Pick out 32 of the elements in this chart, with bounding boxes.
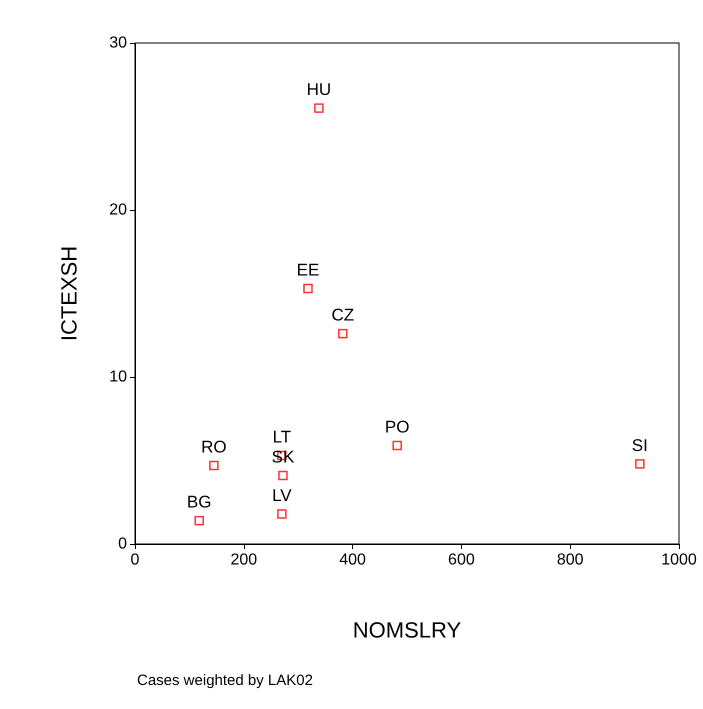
- point: [338, 328, 348, 338]
- annotation: SI: [632, 436, 648, 455]
- point: [278, 470, 288, 480]
- y-tick-label: 30: [109, 34, 128, 52]
- point: [635, 459, 645, 469]
- x-tick-label: 1000: [661, 552, 697, 568]
- text: Cases weighted by LAK02: [137, 672, 313, 689]
- x-tick-label: 200: [230, 552, 258, 568]
- x-axis-title: NOMSLRY: [352, 618, 462, 642]
- y-tick-label: 0: [118, 536, 128, 552]
- point: [314, 103, 324, 113]
- annotation: EE: [296, 260, 320, 280]
- annotation: LT: [272, 427, 292, 446]
- y-axis-title: ICTEXSH: [56, 246, 82, 342]
- point: [277, 509, 287, 519]
- annotation: PO: [384, 417, 410, 436]
- y-tick-label: 10: [109, 368, 128, 386]
- annotation: CZ: [331, 306, 354, 325]
- annotation: RO: [201, 438, 227, 457]
- x-tick-label: 800: [556, 552, 584, 568]
- annotation: LV: [272, 486, 292, 505]
- annotation: BG: [186, 492, 212, 512]
- point: [194, 516, 204, 526]
- point: [209, 460, 219, 470]
- point: [392, 440, 402, 450]
- point: [303, 284, 313, 294]
- y-tick-label: 20: [109, 202, 128, 218]
- annotation: SK: [272, 448, 295, 467]
- x-tick-label: 0: [130, 552, 140, 568]
- x-tick-label: 600: [448, 552, 475, 568]
- annotation: HU: [306, 80, 332, 100]
- x-tick-label: 400: [339, 552, 366, 568]
